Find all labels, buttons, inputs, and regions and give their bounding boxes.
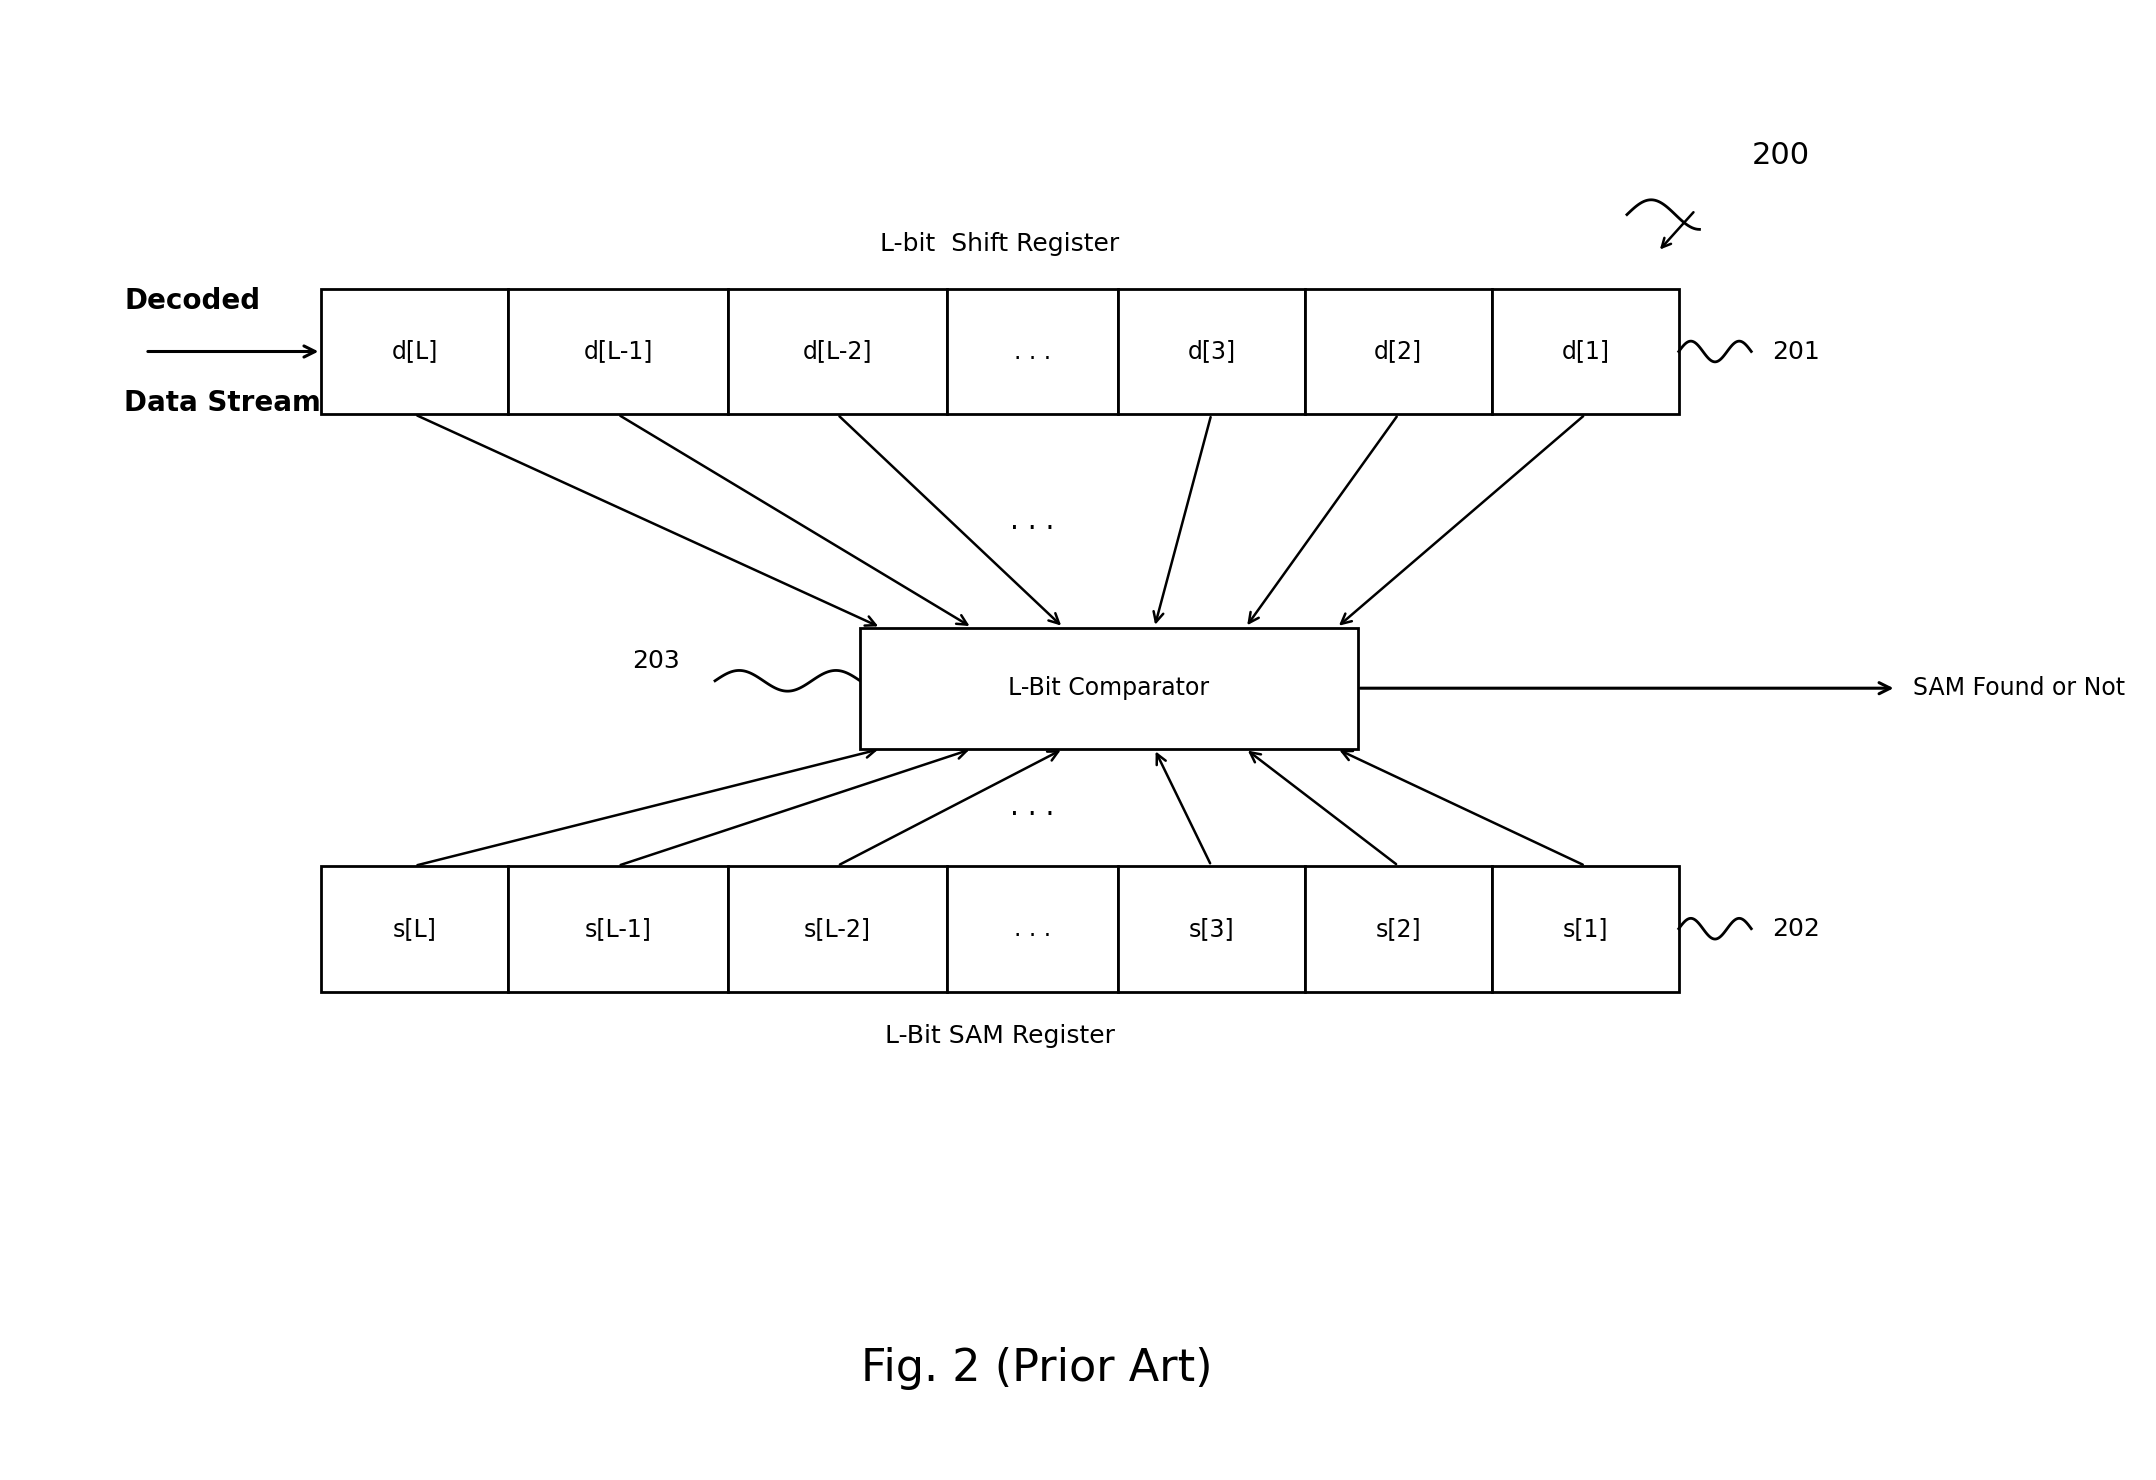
Bar bbox=[860, 628, 1358, 749]
Bar bbox=[1492, 866, 1680, 992]
Text: s[2]: s[2] bbox=[1376, 916, 1421, 941]
Text: d[3]: d[3] bbox=[1188, 339, 1235, 364]
Bar bbox=[946, 866, 1117, 992]
Text: d[1]: d[1] bbox=[1561, 339, 1608, 364]
Bar bbox=[1304, 289, 1492, 414]
Text: SAM Found or Not: SAM Found or Not bbox=[1912, 676, 2126, 700]
Text: d[L-2]: d[L-2] bbox=[802, 339, 873, 364]
Text: s[L-2]: s[L-2] bbox=[804, 916, 871, 941]
Bar bbox=[509, 866, 729, 992]
Bar bbox=[1304, 866, 1492, 992]
Bar bbox=[509, 289, 729, 414]
Text: 201: 201 bbox=[1772, 339, 1820, 364]
Text: s[L]: s[L] bbox=[392, 916, 438, 941]
Text: L-Bit Comparator: L-Bit Comparator bbox=[1009, 676, 1210, 700]
Bar bbox=[729, 866, 946, 992]
Bar bbox=[321, 866, 509, 992]
Bar bbox=[729, 289, 946, 414]
Text: . . .: . . . bbox=[1013, 339, 1052, 364]
Text: Fig. 2 (Prior Art): Fig. 2 (Prior Art) bbox=[860, 1347, 1212, 1391]
Text: Data Stream: Data Stream bbox=[125, 389, 321, 416]
Text: d[L]: d[L] bbox=[392, 339, 438, 364]
Text: L-bit  Shift Register: L-bit Shift Register bbox=[880, 232, 1119, 256]
Text: . . .: . . . bbox=[1013, 916, 1052, 941]
Text: 202: 202 bbox=[1772, 916, 1820, 941]
Text: d[L-1]: d[L-1] bbox=[584, 339, 653, 364]
Bar bbox=[1117, 289, 1304, 414]
Bar bbox=[1117, 866, 1304, 992]
Text: s[3]: s[3] bbox=[1188, 916, 1233, 941]
Text: Decoded: Decoded bbox=[125, 287, 261, 315]
Text: . . .: . . . bbox=[1011, 508, 1054, 534]
Text: s[L-1]: s[L-1] bbox=[584, 916, 651, 941]
Text: 203: 203 bbox=[632, 650, 679, 673]
Text: L-Bit SAM Register: L-Bit SAM Register bbox=[884, 1024, 1115, 1048]
Text: s[1]: s[1] bbox=[1563, 916, 1608, 941]
Text: d[2]: d[2] bbox=[1373, 339, 1423, 364]
Text: 200: 200 bbox=[1751, 141, 1809, 170]
Bar bbox=[946, 289, 1117, 414]
Bar bbox=[1492, 289, 1680, 414]
Text: . . .: . . . bbox=[1011, 793, 1054, 821]
Bar bbox=[321, 289, 509, 414]
